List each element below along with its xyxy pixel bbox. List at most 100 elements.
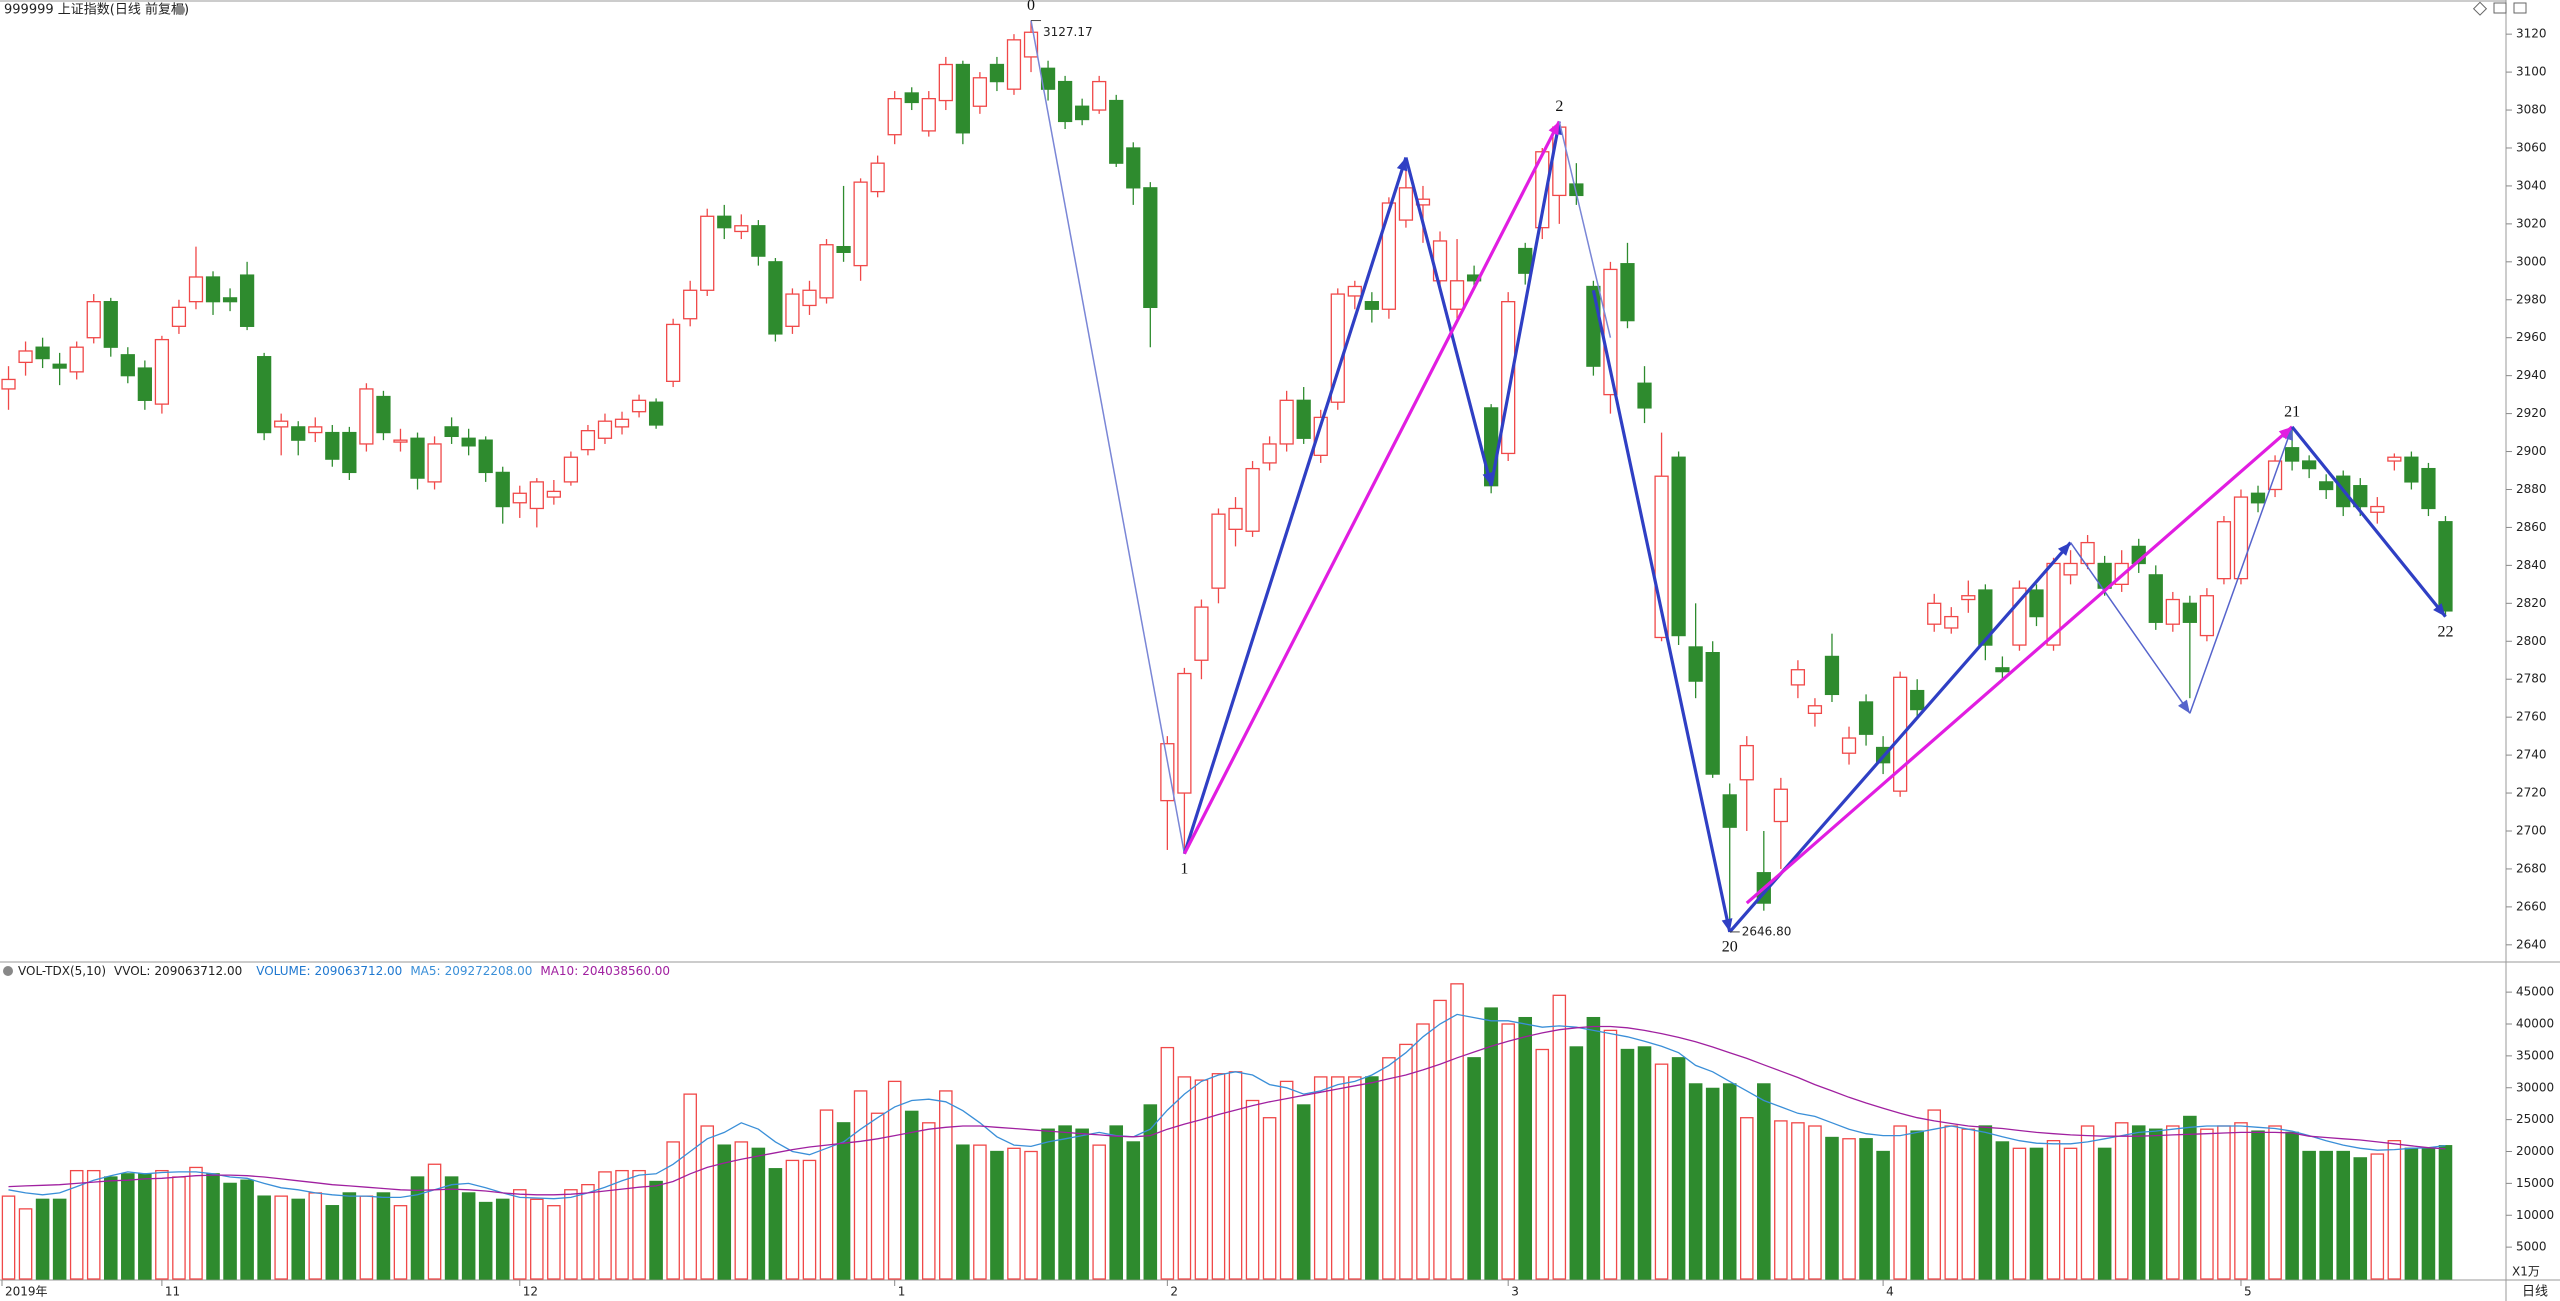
volume-bar xyxy=(785,1159,800,1280)
volume-bar xyxy=(2012,1147,2027,1280)
wave-label: 2 xyxy=(1555,98,1563,115)
volume-bar xyxy=(2217,1125,2231,1280)
x-tick-label: 1 xyxy=(898,1285,906,1299)
volume-bar xyxy=(870,1112,885,1280)
volume-bar xyxy=(1944,1125,1959,1280)
candle-body xyxy=(35,346,50,360)
volume-bar xyxy=(1842,1138,1856,1280)
ma-line xyxy=(8,1013,2446,1200)
volume-bar xyxy=(2063,1147,2078,1280)
volume-bar xyxy=(1705,1087,1720,1280)
candle-body xyxy=(2029,589,2044,618)
volume-bar xyxy=(1092,1144,1106,1280)
volume-bar xyxy=(138,1173,152,1280)
wave-arrowhead xyxy=(1721,918,1733,932)
wave-line xyxy=(2189,426,2293,714)
volume-bar xyxy=(2387,1140,2402,1280)
volume-bar xyxy=(1211,1073,1226,1280)
volume-bar xyxy=(1620,1048,1635,1280)
candle-body xyxy=(512,492,527,504)
wave-line xyxy=(2069,542,2191,714)
volume-bar xyxy=(461,1192,476,1280)
volume-bar xyxy=(2234,1122,2248,1280)
volume-bar xyxy=(1774,1120,1788,1280)
wave-line xyxy=(1745,425,2294,905)
candle-body xyxy=(955,63,970,134)
candle-body xyxy=(1177,672,1192,794)
volume-bar xyxy=(1654,1063,1669,1280)
candle-body xyxy=(1927,602,1942,625)
volume-bar xyxy=(973,1144,987,1280)
icon-window[interactable] xyxy=(2513,2,2527,14)
candle-body xyxy=(819,244,834,299)
wave-line xyxy=(1182,156,1408,855)
candle-body xyxy=(2080,541,2095,565)
y-tick-label: 2660 xyxy=(2516,899,2547,913)
volume-bar xyxy=(853,1090,868,1280)
x-tick-label: 2 xyxy=(1170,1285,1178,1299)
candle-body xyxy=(2165,598,2180,625)
candle-body xyxy=(69,346,84,373)
volume-bar xyxy=(921,1122,936,1280)
candle-body xyxy=(1228,507,1243,530)
volume-bar xyxy=(2097,1147,2112,1280)
wave-arrowhead xyxy=(1548,121,1560,136)
volume-header: VOL-TDX(5,10) VVOL: 209063712.00 VOLUME: 209… xyxy=(18,964,670,978)
candle-body xyxy=(563,456,579,483)
volume-bar xyxy=(1995,1141,2010,1280)
wave-arrowhead xyxy=(2433,603,2446,617)
candle-body xyxy=(1245,467,1260,532)
candle-body xyxy=(751,225,766,257)
volume-bar xyxy=(1,1195,16,1280)
y-tick-label: 3100 xyxy=(2516,65,2547,79)
volume-bar xyxy=(1876,1150,1890,1280)
y-tick-label: 2960 xyxy=(2516,330,2547,344)
volume-bar xyxy=(2370,1153,2385,1280)
volume-bar xyxy=(1160,1046,1175,1280)
volume-bar xyxy=(1348,1076,1362,1280)
candle-body xyxy=(410,437,425,479)
volume-bar xyxy=(2268,1125,2282,1280)
candle-body xyxy=(2148,574,2163,623)
volume-bar xyxy=(35,1198,50,1280)
candle-body xyxy=(1449,280,1465,310)
candle-body xyxy=(1722,794,1737,828)
candle-body xyxy=(393,439,408,443)
candle-body xyxy=(921,98,936,132)
candle-body xyxy=(1910,689,1925,711)
candle-body xyxy=(734,225,749,233)
indicator-menu-icon[interactable] xyxy=(3,966,13,976)
candle-body xyxy=(1586,285,1601,367)
volume-bar xyxy=(734,1141,749,1280)
candle-body xyxy=(1211,513,1226,589)
volume-bar xyxy=(1450,983,1464,1280)
wave-line xyxy=(1558,121,1612,338)
candle-body xyxy=(938,63,953,102)
volume-bar xyxy=(1569,1046,1584,1280)
candle-body xyxy=(18,350,33,364)
candle-body xyxy=(870,162,885,193)
candle-body xyxy=(2370,505,2385,513)
volume-bar xyxy=(1893,1125,1907,1280)
volume-bar xyxy=(2166,1125,2180,1280)
extreme-label: 2646.80 xyxy=(1742,924,1792,938)
candle-body xyxy=(2353,485,2368,508)
icon-window[interactable] xyxy=(2493,2,2507,14)
candle-body xyxy=(103,301,118,348)
candle-body xyxy=(1057,80,1073,123)
volume-bar xyxy=(1279,1080,1294,1280)
candle-body xyxy=(1194,606,1209,661)
title-menu-icon[interactable] xyxy=(175,5,185,15)
legend-name: VOLUME: xyxy=(256,964,310,978)
candle-body xyxy=(154,338,170,405)
icon-diamond[interactable] xyxy=(2472,1,2488,16)
volume-bar xyxy=(257,1195,271,1280)
volume-bar xyxy=(1313,1076,1328,1280)
volume-bar xyxy=(2438,1145,2453,1280)
volume-bar xyxy=(1228,1071,1243,1280)
candle-body xyxy=(291,426,306,441)
volume-bar xyxy=(887,1080,902,1280)
volume-bar xyxy=(666,1141,680,1280)
candle-body xyxy=(2387,456,2402,462)
